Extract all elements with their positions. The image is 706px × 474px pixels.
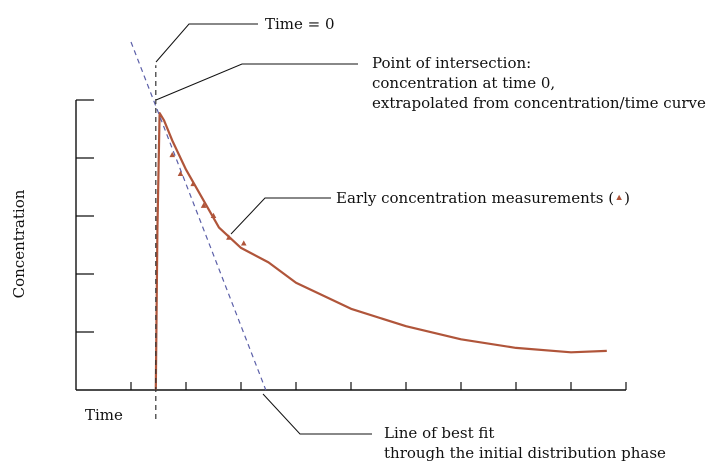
intersection-label-line2: concentration at time 0,: [372, 74, 555, 92]
best-fit-leader: [263, 394, 372, 434]
measurement-point: [241, 240, 247, 245]
early-measurements-leader: [231, 198, 331, 234]
intersection-label-line3: extrapolated from concentration/time cur…: [372, 94, 706, 112]
best-fit-label-line1: Line of best fit: [384, 424, 494, 442]
x-axis-label: Time: [85, 406, 123, 424]
time-zero-leader: [156, 24, 258, 62]
intersection-label-line1: Point of intersection:: [372, 54, 531, 72]
early-measurements-label-close: ): [624, 189, 630, 207]
measurement-point: [178, 171, 184, 176]
intersection-leader: [156, 64, 358, 100]
chart-canvas: Time Concentration Time = 0 Point of inters…: [0, 0, 706, 470]
best-fit-line: [131, 42, 266, 390]
best-fit-label-line2: through the initial distribution phase: [384, 444, 666, 462]
early-measurements-legend-marker: [616, 195, 622, 200]
y-axis-label: Concentration: [10, 189, 28, 298]
concentration-curve: [156, 113, 607, 390]
concentration-time-chart: Time Concentration Time = 0 Point of inters…: [0, 0, 706, 470]
early-measurements-label: Early concentration measurements (: [336, 189, 614, 207]
time-zero-label: Time = 0: [265, 15, 335, 33]
